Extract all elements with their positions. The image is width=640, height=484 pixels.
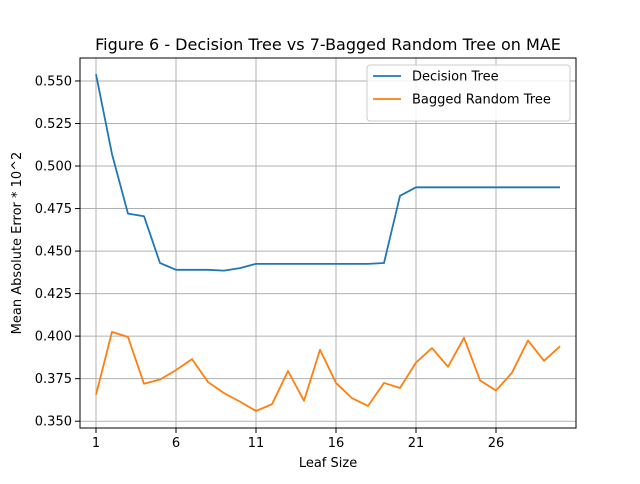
x-axis-label: Leaf Size — [299, 456, 357, 471]
x-tick-label: 16 — [328, 436, 345, 451]
y-tick-label: 0.375 — [35, 372, 72, 387]
x-tick-label: 26 — [488, 436, 505, 451]
x-tick-label: 6 — [172, 436, 180, 451]
legend-label: Decision Tree — [412, 70, 499, 85]
series-line-1 — [95, 330, 561, 412]
plot-frame — [79, 57, 577, 429]
x-tick-label: 11 — [248, 436, 265, 451]
y-tick-label: 0.525 — [35, 117, 72, 132]
y-tick-label: 0.500 — [35, 160, 72, 175]
x-tick-label: 21 — [408, 436, 425, 451]
series-lines — [95, 73, 561, 412]
y-axis-label: Mean Absolute Error * 10^2 — [10, 152, 25, 335]
legend: Decision Tree Bagged Random Tree — [366, 64, 571, 122]
axis-ticks: 1 6 11 16 21 260.3500.3750.4000.4250.4500.475… — [35, 74, 504, 451]
legend-label: Bagged Random Tree — [412, 93, 551, 108]
legend-box — [366, 64, 571, 122]
y-tick-label: 0.425 — [35, 287, 72, 302]
y-tick-label: 0.550 — [35, 74, 72, 89]
y-tick-label: 0.400 — [35, 330, 72, 345]
series-line-0 — [95, 73, 560, 272]
y-tick-label: 0.350 — [35, 415, 72, 430]
chart-title: Figure 6 - Decision Tree vs 7-Bagged Ran… — [95, 35, 561, 54]
x-tick-label: 1 — [92, 436, 100, 451]
y-tick-label: 0.450 — [35, 245, 72, 260]
y-tick-label: 0.475 — [35, 202, 72, 217]
